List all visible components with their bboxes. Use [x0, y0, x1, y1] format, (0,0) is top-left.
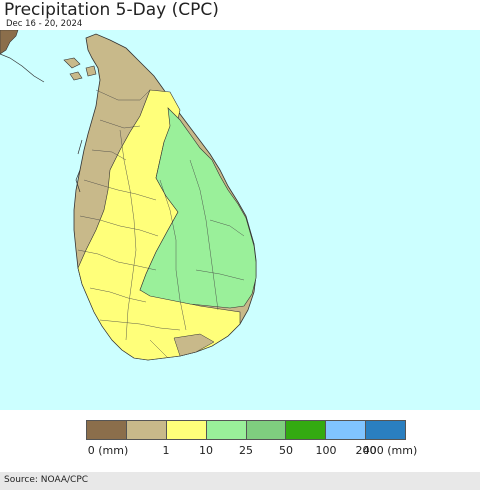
source-label: Source: NOAA/CPC: [4, 475, 89, 485]
west-coast-lagoons: [75, 139, 83, 193]
legend-tick-label: 10: [199, 444, 213, 457]
legend-swatch: [245, 421, 286, 439]
legend-swatch: [365, 421, 405, 439]
land-level-1-south: [173, 333, 215, 357]
legend-tick-label: 0 (mm): [87, 444, 129, 457]
legend-swatch: [87, 421, 126, 439]
footer-band: [0, 472, 480, 490]
india-coast: [0, 30, 19, 55]
legend-color-bar: [86, 420, 406, 440]
northern-islands: [63, 57, 97, 81]
land-level-25: [139, 107, 257, 309]
legend-tick-label: 100: [315, 444, 337, 457]
legend-swatch: [205, 421, 246, 439]
legend-tick-label: 50: [279, 444, 293, 457]
map-title: Precipitation 5-Day (CPC): [4, 0, 219, 20]
legend-swatch: [125, 421, 166, 439]
india-coast-detail: [0, 53, 45, 83]
legend-tick-label: 1: [162, 444, 170, 457]
legend-tick-label: 400 (mm): [362, 444, 418, 457]
legend-swatch: [285, 421, 326, 439]
legend-swatch: [325, 421, 366, 439]
date-range: Dec 16 - 20, 2024: [6, 19, 83, 29]
precipitation-map: [0, 30, 480, 410]
district-boundaries: [77, 89, 245, 359]
legend-tick-label: 25: [239, 444, 253, 457]
legend-swatch: [165, 421, 206, 439]
legend-tick-label: 200: [355, 444, 377, 457]
